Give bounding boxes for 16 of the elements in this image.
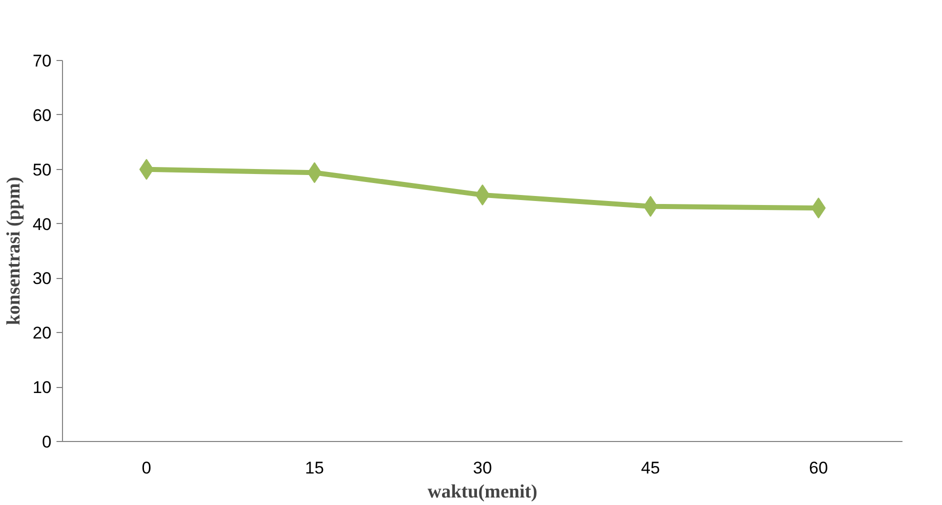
x-tick-label: 30 [473,458,492,478]
y-tick-label: 30 [32,269,52,288]
y-tick-label: 0 [42,432,52,452]
x-tick-label: 15 [305,458,324,478]
y-tick-label: 50 [32,160,52,180]
x-tick-label: 0 [142,458,152,478]
point [811,198,826,218]
x-tick-label: 60 [809,458,828,478]
x-axis-title: waktu(menit) [428,482,538,502]
x-tick-label: 45 [641,458,660,478]
y-tick-label: 20 [32,324,52,343]
y-tick-label: 70 [32,52,52,70]
y-axis-title: konsentrasi (ppm) [4,176,25,326]
y-tick-label: 40 [32,214,52,234]
y-tick-label: 60 [32,106,52,125]
y-tick-label: 10 [32,378,52,398]
